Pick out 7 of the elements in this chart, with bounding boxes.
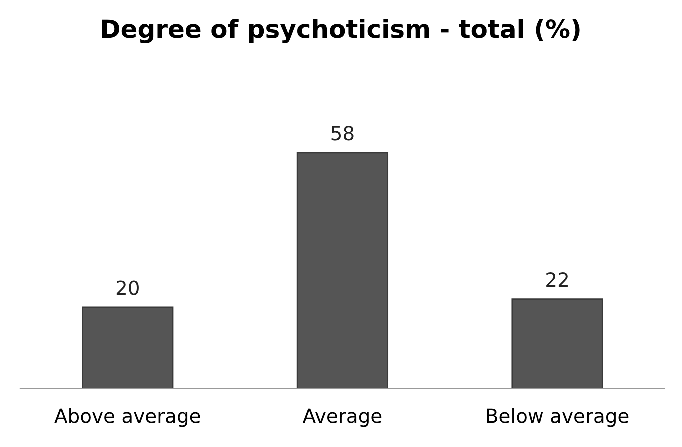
data-label: 20 xyxy=(116,280,139,296)
data-label: 22 xyxy=(546,272,568,287)
x-tick-label: Below average xyxy=(487,408,629,428)
chart-title: Degree of psychoticism - total (%) xyxy=(102,19,580,44)
x-tick-label: Average xyxy=(302,408,382,428)
x-tick-label: Above average xyxy=(54,408,200,428)
data-label: 58 xyxy=(332,126,354,141)
